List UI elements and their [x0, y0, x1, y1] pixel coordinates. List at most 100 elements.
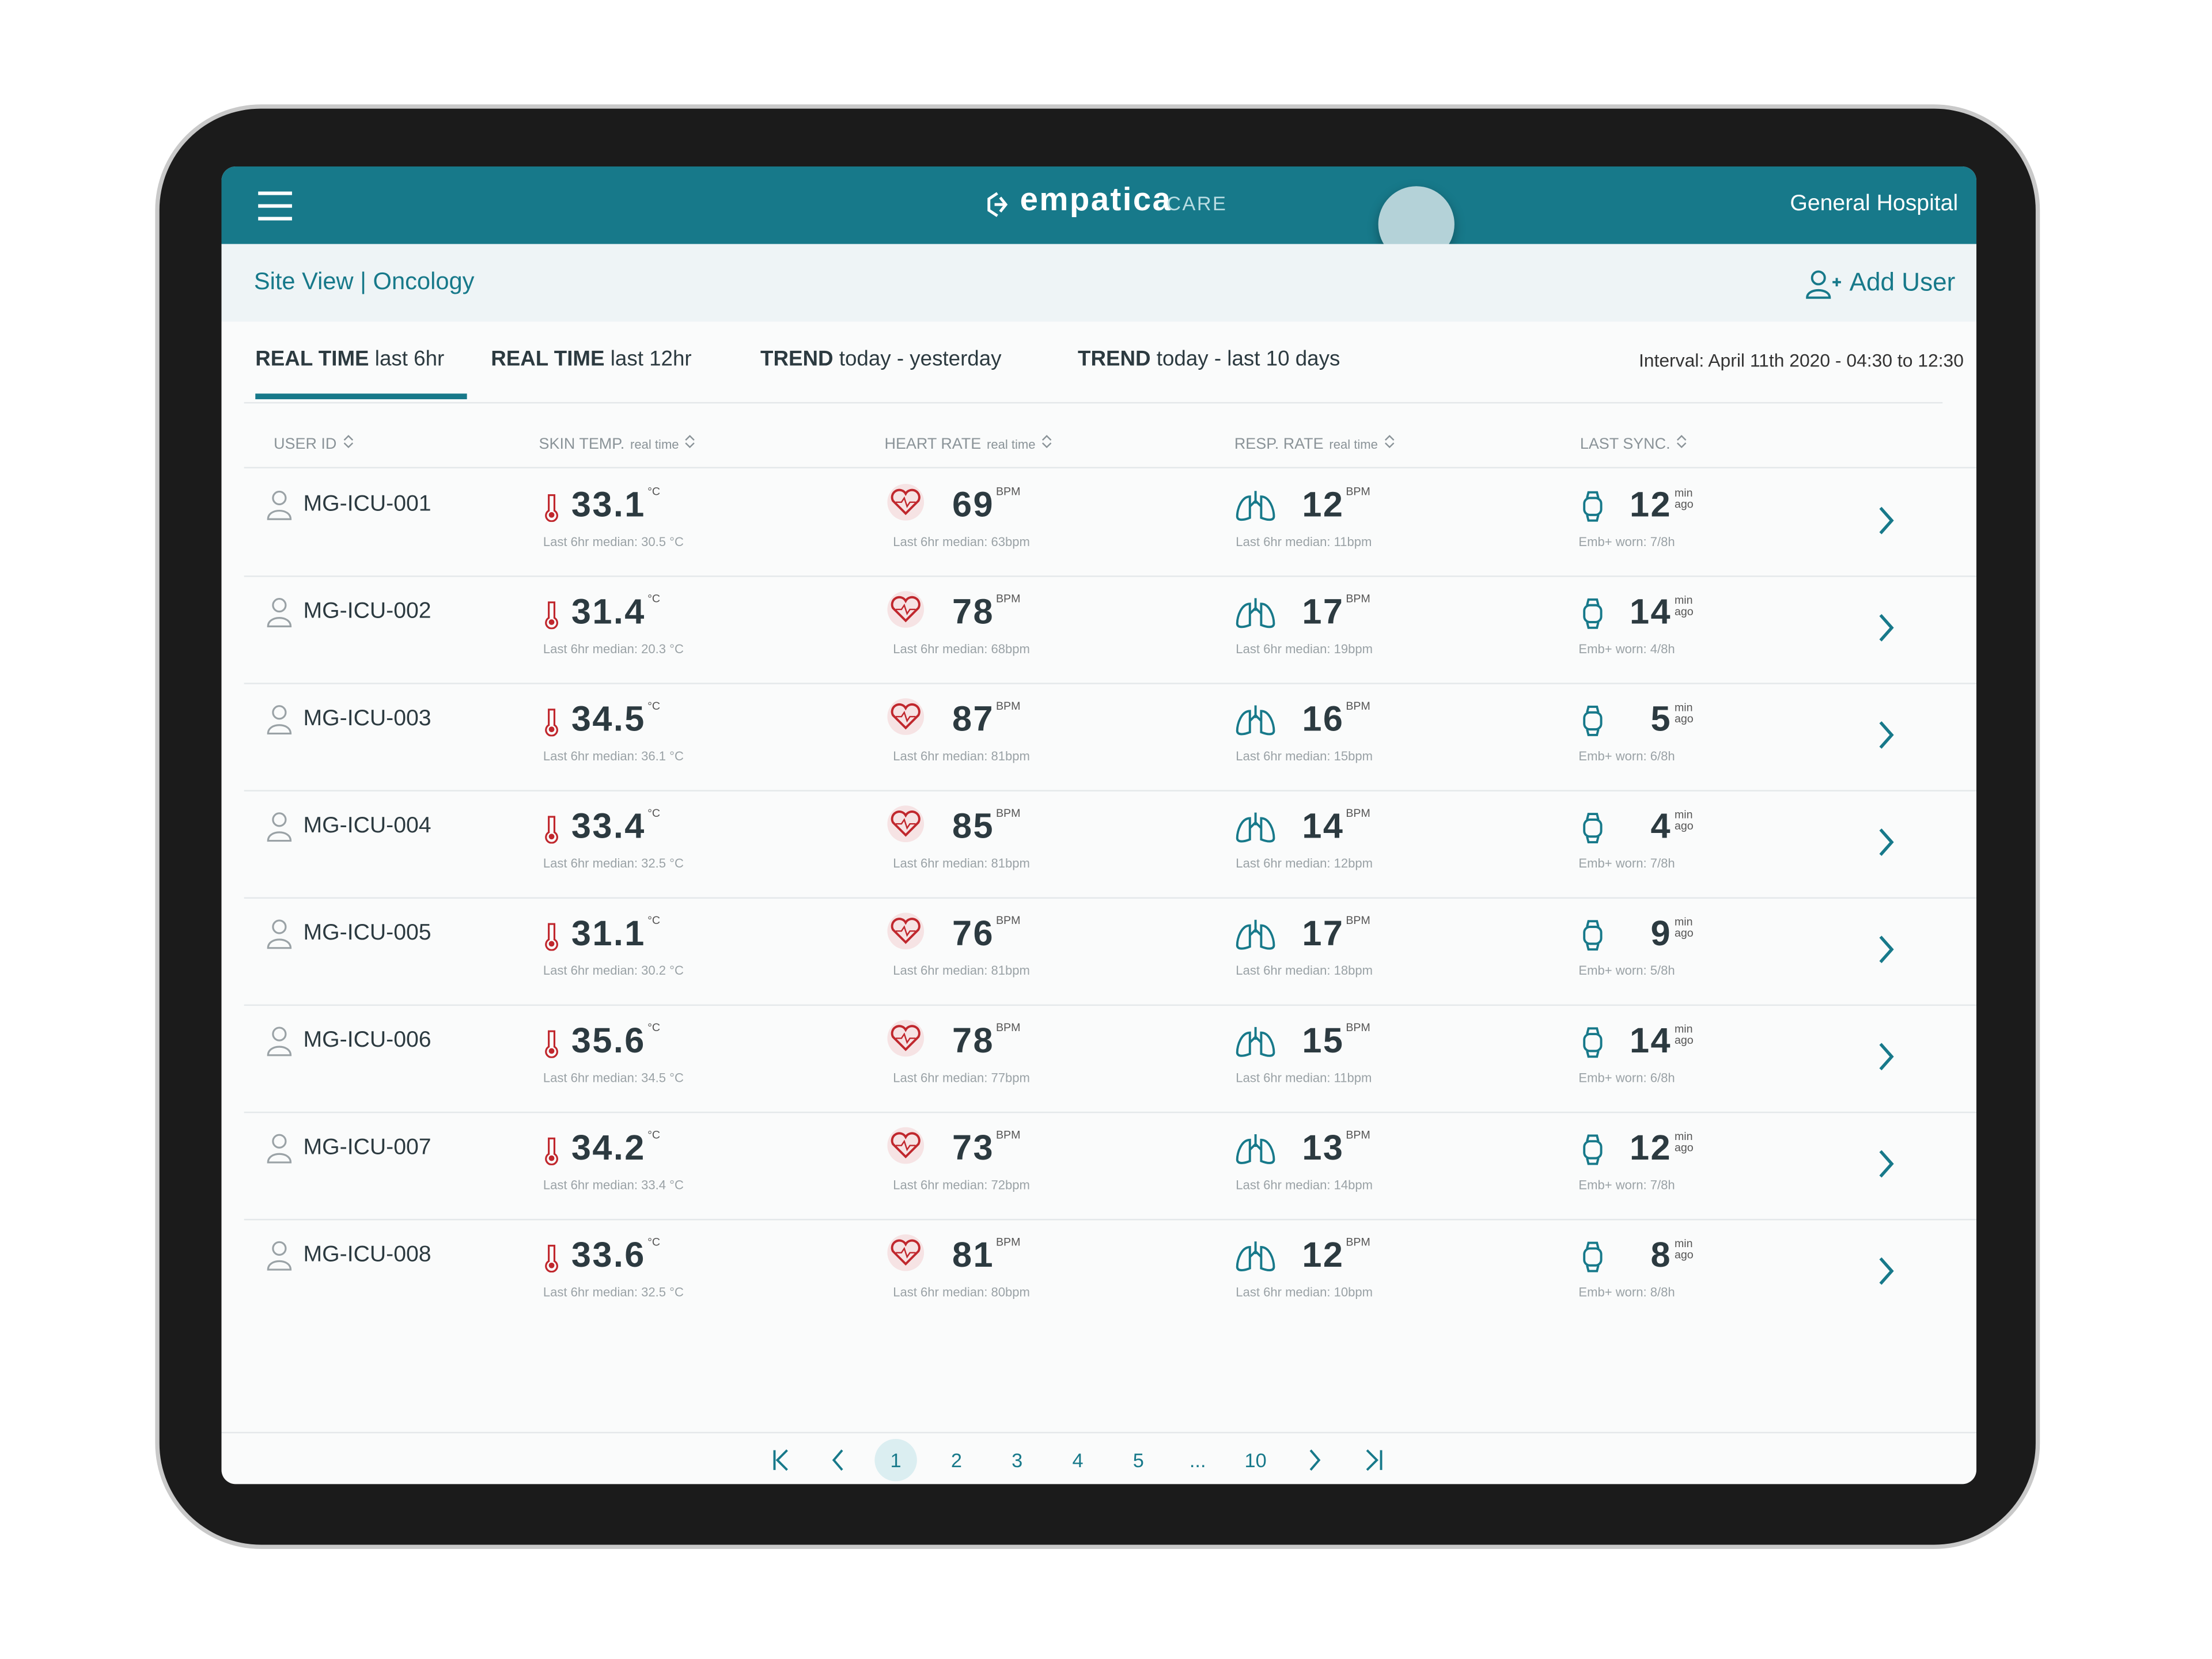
heart-icon: [887, 1234, 925, 1271]
tab-period: last 6hr: [374, 347, 445, 372]
row-detail-chevron[interactable]: [1876, 1148, 1896, 1179]
lungs-icon: [1236, 919, 1275, 950]
column-name: USER ID: [274, 435, 337, 453]
skin-temp: 35.6: [571, 1021, 646, 1061]
sync-unit-bottom: ago: [1674, 1141, 1694, 1154]
row-detail-chevron[interactable]: [1876, 719, 1896, 751]
column-sub: real time: [986, 437, 1036, 452]
rr-median: Last 6hr median: 11bpm: [1236, 535, 1372, 549]
temp-median: Last 6hr median: 33.4 °C: [543, 1177, 684, 1192]
last-sync: 14: [1630, 1021, 1672, 1061]
tab[interactable]: TREND today - yesterday: [760, 347, 1002, 371]
sync-unit-bottom: ago: [1674, 605, 1694, 618]
heart-rate: 69: [952, 485, 995, 525]
page-number[interactable]: 2: [950, 1449, 962, 1472]
row-detail-chevron[interactable]: [1876, 505, 1896, 536]
rr-median: Last 6hr median: 19bpm: [1236, 642, 1373, 656]
menu-button[interactable]: [255, 188, 295, 225]
rr-median: Last 6hr median: 15bpm: [1236, 749, 1373, 763]
add-user-icon: [1806, 270, 1841, 299]
thermometer-icon: [545, 709, 558, 737]
rr-unit: BPM: [1346, 592, 1370, 605]
sync-unit-top: min: [1674, 1130, 1693, 1143]
sort-icon: [1041, 435, 1052, 449]
tab-period: today - yesterday: [839, 347, 1002, 372]
active-tab-underline: [255, 393, 467, 400]
column-header[interactable]: RESP. RATE real time: [1234, 434, 1395, 453]
last-sync: 12: [1630, 485, 1672, 525]
sync-unit-top: min: [1674, 1022, 1693, 1036]
user-id: MG-ICU-006: [303, 1028, 431, 1052]
column-header[interactable]: HEART RATE real time: [885, 434, 1052, 453]
user-id: MG-ICU-004: [303, 814, 431, 838]
user-icon: [267, 490, 292, 520]
current-page-highlight: [874, 1438, 917, 1482]
heart-icon: [887, 805, 925, 843]
temp-unit: °C: [647, 699, 661, 713]
page-number[interactable]: 10: [1244, 1449, 1267, 1472]
sync-unit-bottom: ago: [1674, 1248, 1694, 1262]
page-number[interactable]: 4: [1072, 1449, 1084, 1472]
skin-temp: 34.2: [571, 1128, 646, 1168]
worn-time: Emb+ worn: 4/8h: [1578, 642, 1675, 656]
row-detail-chevron[interactable]: [1876, 934, 1896, 965]
tab[interactable]: REAL TIME last 6hr: [255, 347, 444, 371]
tab[interactable]: REAL TIME last 12hr: [491, 347, 691, 371]
rr-unit: BPM: [1346, 699, 1370, 713]
page-nav[interactable]: [828, 1448, 848, 1473]
column-name: SKIN TEMP.: [539, 435, 625, 453]
page-number[interactable]: 5: [1132, 1449, 1144, 1472]
page-nav[interactable]: [1364, 1448, 1384, 1473]
temp-median: Last 6hr median: 32.5 °C: [543, 856, 684, 871]
row-detail-chevron[interactable]: [1876, 612, 1896, 643]
row-detail-chevron[interactable]: [1876, 827, 1896, 858]
user-id: MG-ICU-007: [303, 1135, 431, 1160]
temp-median: Last 6hr median: 32.5 °C: [543, 1285, 684, 1300]
column-header[interactable]: LAST SYNC.: [1580, 434, 1687, 453]
hr-median: Last 6hr median: 81bpm: [893, 856, 1030, 871]
user-icon: [267, 1027, 292, 1056]
user-icon: [267, 812, 292, 842]
heart-rate: 81: [952, 1236, 995, 1275]
page-nav[interactable]: [770, 1448, 790, 1473]
rr-unit: BPM: [1346, 1236, 1370, 1249]
rr-median: Last 6hr median: 14bpm: [1236, 1177, 1373, 1192]
add-user-button[interactable]: Add User: [1849, 268, 1956, 297]
lungs-icon: [1236, 1241, 1275, 1271]
temp-unit: °C: [647, 592, 661, 605]
hr-unit: BPM: [995, 592, 1021, 605]
temp-median: Last 6hr median: 36.1 °C: [543, 749, 684, 763]
column-header[interactable]: SKIN TEMP. real time: [539, 434, 696, 453]
thermometer-icon: [545, 923, 558, 951]
rr-median: Last 6hr median: 10bpm: [1236, 1285, 1373, 1300]
hr-unit: BPM: [995, 485, 1021, 498]
hr-median: Last 6hr median: 81bpm: [893, 963, 1030, 978]
user-icon: [267, 705, 292, 735]
column-header[interactable]: USER ID: [274, 434, 354, 453]
row-detail-chevron[interactable]: [1876, 1041, 1896, 1072]
worn-time: Emb+ worn: 6/8h: [1578, 749, 1675, 763]
page-number[interactable]: 3: [1012, 1449, 1023, 1472]
resp-rate: 17: [1302, 592, 1344, 632]
hr-unit: BPM: [995, 914, 1021, 927]
worn-time: Emb+ worn: 5/8h: [1578, 963, 1675, 978]
last-sync: 12: [1630, 1128, 1672, 1168]
user-id: MG-ICU-003: [303, 706, 431, 731]
page-nav[interactable]: [1305, 1448, 1324, 1473]
sync-unit-top: min: [1674, 915, 1693, 929]
user-id: MG-ICU-002: [303, 599, 431, 624]
page-number[interactable]: ...: [1189, 1449, 1206, 1472]
heart-rate: 78: [952, 1021, 995, 1061]
page-number[interactable]: 1: [890, 1449, 902, 1472]
rr-median: Last 6hr median: 11bpm: [1236, 1070, 1372, 1085]
row-detail-chevron[interactable]: [1876, 1256, 1896, 1287]
tab[interactable]: TREND today - last 10 days: [1078, 347, 1340, 371]
temp-unit: °C: [647, 1128, 661, 1142]
breadcrumb[interactable]: Site View | Oncology: [253, 268, 475, 295]
skin-temp: 33.1: [571, 485, 646, 525]
user-icon: [267, 919, 292, 949]
heart-icon: [887, 591, 925, 628]
sync-unit-bottom: ago: [1674, 819, 1694, 832]
sync-unit-top: min: [1674, 594, 1693, 607]
